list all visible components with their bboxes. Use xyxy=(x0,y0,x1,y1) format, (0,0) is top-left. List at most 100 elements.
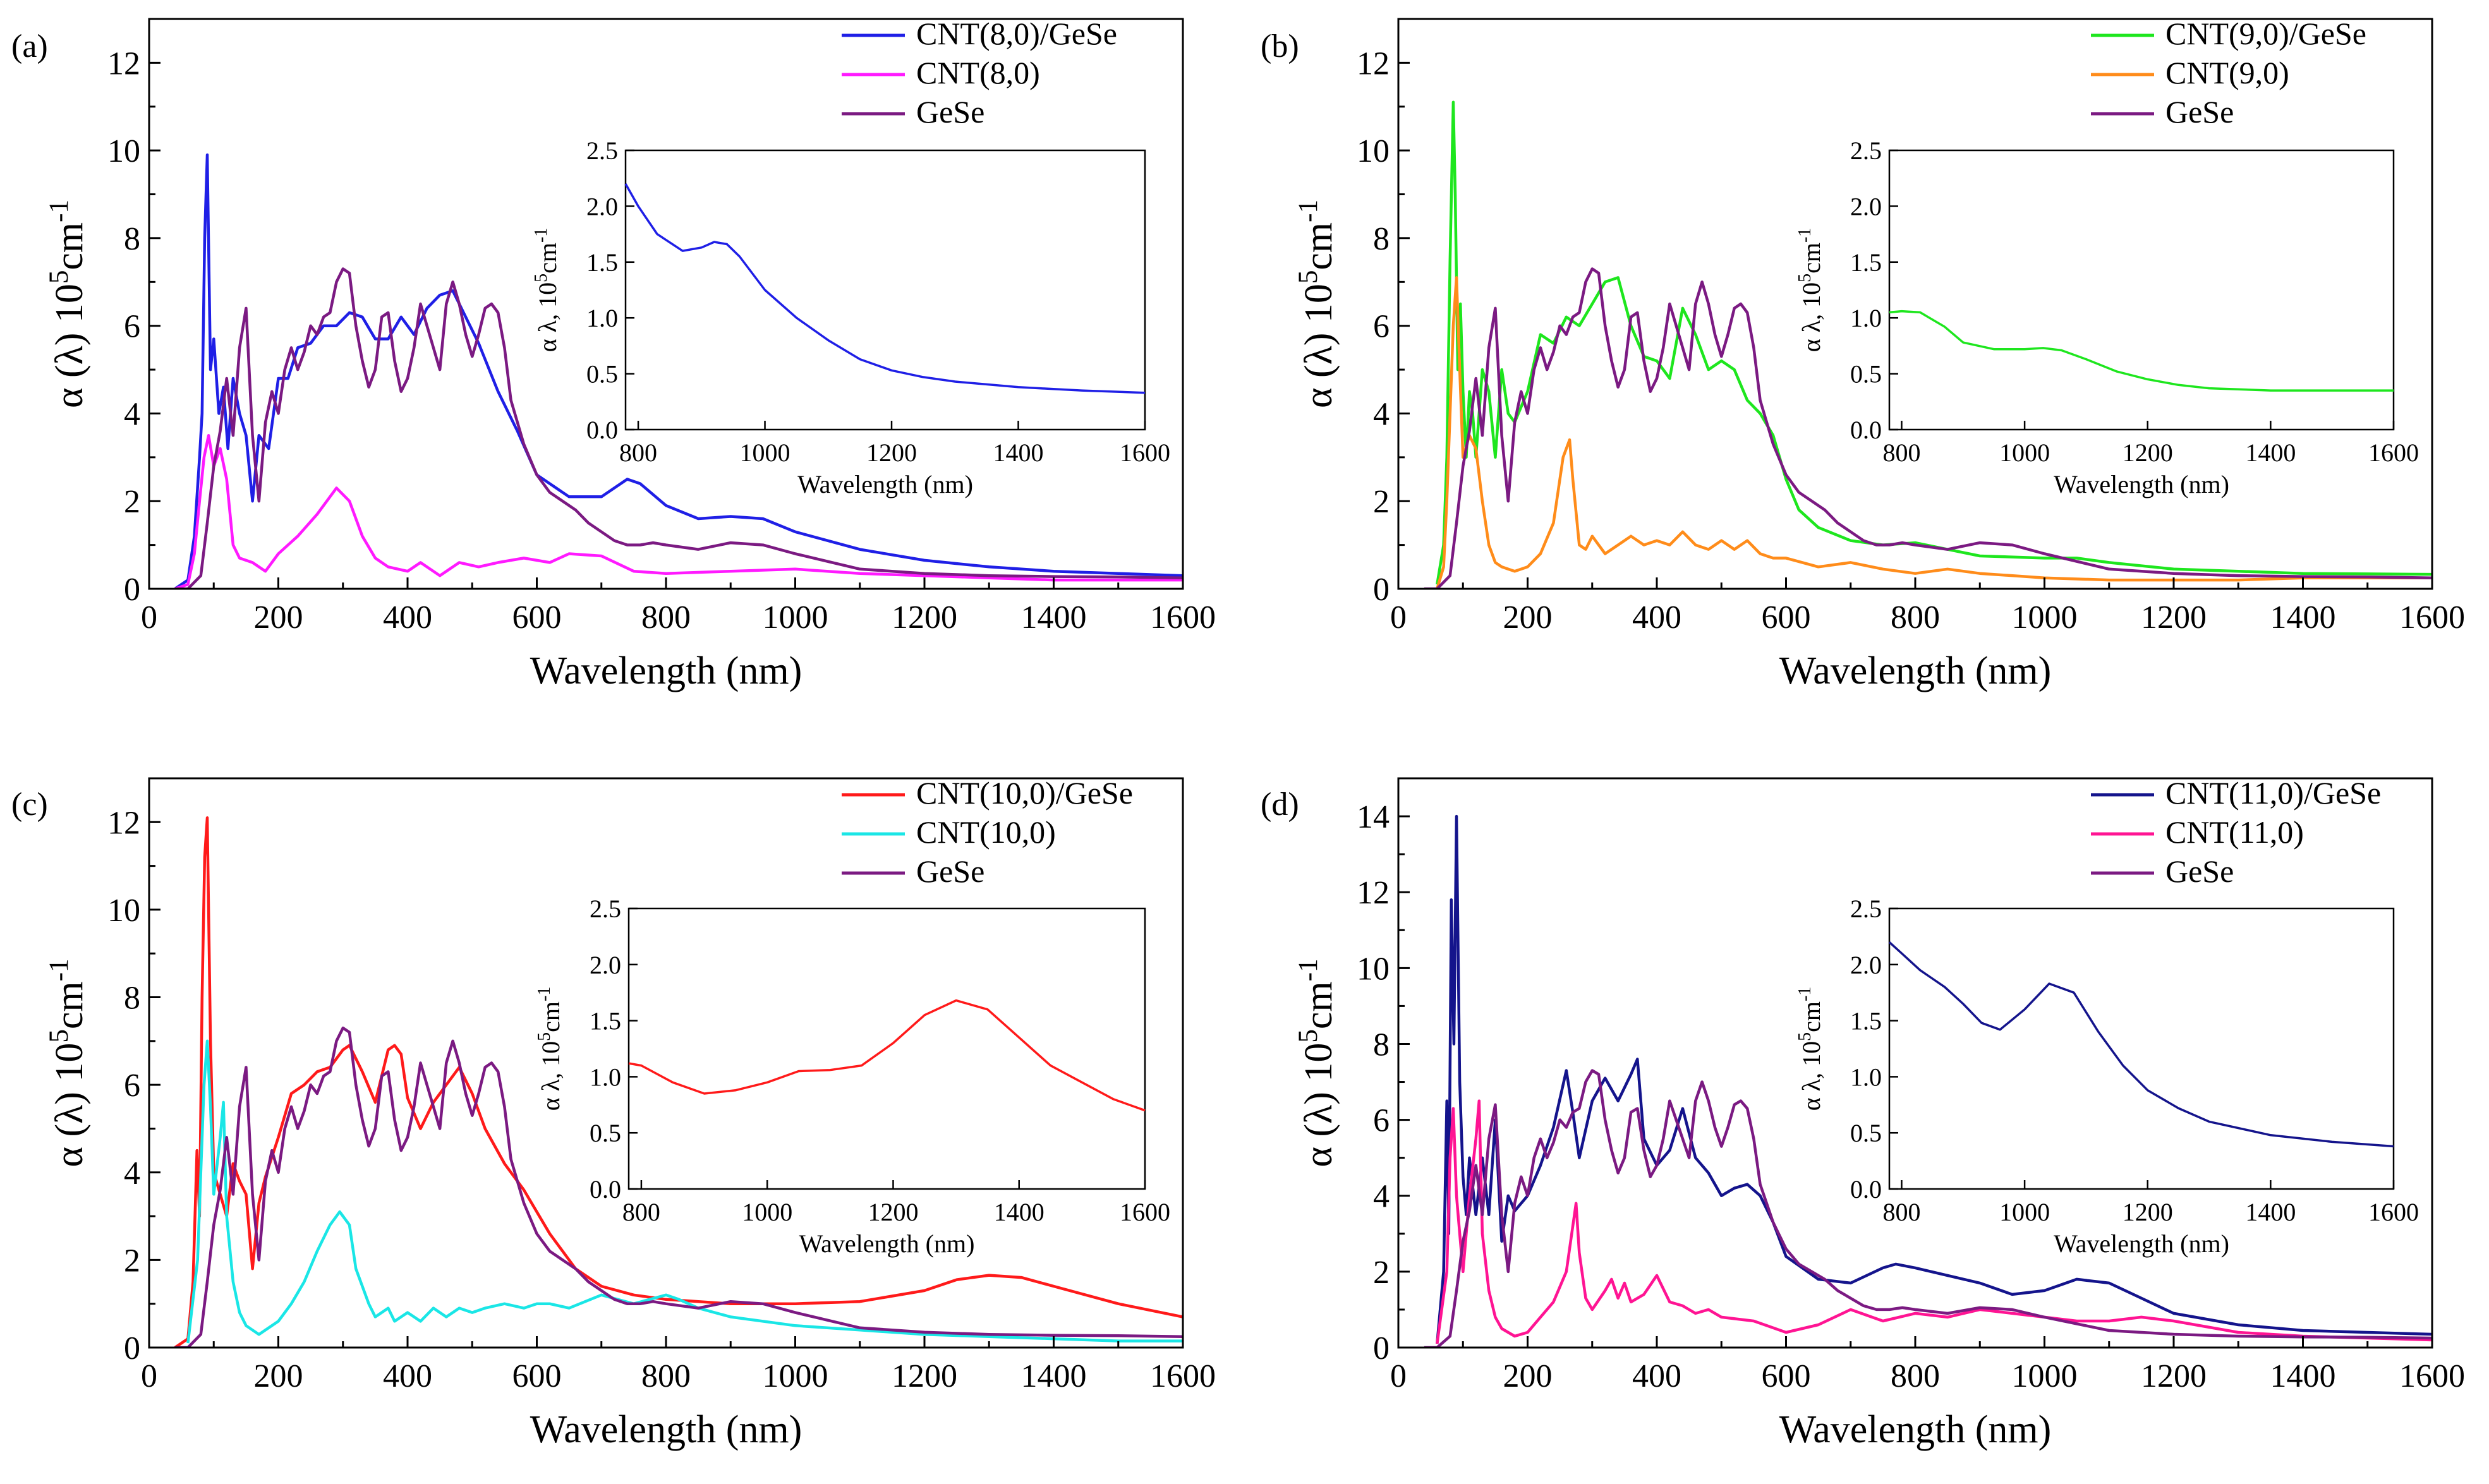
y-axis-title-base: α (λ) 10 xyxy=(48,1043,91,1167)
y-tick-label: 0 xyxy=(1373,572,1390,608)
inset-x-tick-label: 800 xyxy=(622,1198,660,1226)
y-tick-label: 4 xyxy=(124,396,140,432)
y-tick-label: 8 xyxy=(124,221,140,257)
legend-label: GeSe xyxy=(2165,854,2234,889)
inset-x-tick-label: 1600 xyxy=(2368,1198,2419,1226)
series-group xyxy=(1424,814,2432,1348)
inset-x-tick-label: 1000 xyxy=(742,1198,792,1226)
inset-x-tick-label: 1200 xyxy=(866,438,917,467)
inset-frame xyxy=(624,149,1146,431)
x-tick-label: 200 xyxy=(254,600,303,636)
inset-y-tick-label: 2.5 xyxy=(1850,895,1882,923)
inset-y-tick-label: 0.0 xyxy=(586,416,618,444)
legend-label: CNT(11,0)/GeSe xyxy=(2165,775,2381,811)
inset-y-tick-label: 1.5 xyxy=(1850,1007,1882,1035)
inset-y-tick-label: 2.0 xyxy=(590,951,621,979)
y-tick-label: 10 xyxy=(1357,951,1390,987)
series-line-gese xyxy=(1424,267,2432,589)
legend-label: CNT(9,0)/GeSe xyxy=(2165,16,2366,51)
series-line-gese xyxy=(1424,1069,2432,1348)
x-tick-label: 600 xyxy=(512,1358,562,1394)
x-tick-label: 1200 xyxy=(2141,1358,2207,1394)
legend-label: GeSe xyxy=(916,94,984,130)
inset-frame xyxy=(1888,149,2395,431)
inset-x-axis-title: Wavelength (nm) xyxy=(799,1229,975,1258)
x-tick-label: 1200 xyxy=(892,1358,957,1394)
series-group xyxy=(174,816,1183,1348)
inset-x-tick-label: 1000 xyxy=(1999,1198,2050,1226)
series-line-gese xyxy=(174,267,1183,589)
y-axis-title-base: α (λ) 10 xyxy=(1297,284,1340,408)
inset-chart: 800 1000 1200 1400 1600 0.0 0.5 1.0 1.5 2.0 2.5 Wav… xyxy=(531,136,1171,498)
x-axis-title: Wavelength (nm) xyxy=(1779,649,2052,692)
inset-y-axis-title-sup2: -1 xyxy=(535,987,554,1001)
inset-y-tick-label: 1.0 xyxy=(590,1063,621,1091)
inset-y-axis-title-base: α λ, 10 xyxy=(533,282,562,352)
inset-chart: 800 1000 1200 1400 1600 0.0 0.5 1.0 1.5 2.0 2.5 Wav… xyxy=(535,895,1171,1258)
inset-y-tick-label: 0.5 xyxy=(586,360,618,389)
x-tick-label: 200 xyxy=(1503,1358,1553,1394)
inset-y-tick-label: 0.5 xyxy=(1850,1119,1882,1147)
inset-x-tick-label: 1200 xyxy=(868,1198,918,1226)
inset-series-line xyxy=(624,183,1146,394)
inset-y-axis-title-sup1: 5 xyxy=(1795,274,1815,282)
inset-y-axis-title-sup1: 5 xyxy=(531,274,551,282)
x-tick-label: 1200 xyxy=(892,600,957,636)
y-tick-label: 10 xyxy=(107,893,140,929)
inset-x-tick-label: 1400 xyxy=(2245,438,2296,467)
inset-x-tick-label: 800 xyxy=(1882,438,1920,467)
inset-x-axis-title: Wavelength (nm) xyxy=(2054,470,2229,498)
inset-y-tick-label: 1.0 xyxy=(1850,304,1882,332)
inset-x-tick-label: 1400 xyxy=(994,1198,1045,1226)
x-tick-label: 1000 xyxy=(2012,600,2078,636)
inset-frame xyxy=(1888,907,2395,1190)
inset-y-tick-label: 2.5 xyxy=(590,895,621,923)
inset-y-tick-label: 1.5 xyxy=(586,248,618,277)
inset-series-line xyxy=(1889,310,2394,392)
legend-label: CNT(11,0) xyxy=(2165,814,2304,850)
inset-y-tick-label: 1.5 xyxy=(1850,248,1882,277)
inset-y-tick-label: 1.0 xyxy=(586,304,618,332)
inset-y-axis-title-sup2: -1 xyxy=(1795,987,1815,1001)
x-tick-label: 800 xyxy=(641,1358,691,1394)
x-tick-label: 1400 xyxy=(1021,1358,1087,1394)
y-axis-title-sup1: 5 xyxy=(44,270,74,284)
inset-y-tick-label: 2.5 xyxy=(586,136,618,165)
x-tick-label: 1000 xyxy=(2012,1358,2078,1394)
y-tick-label: 12 xyxy=(107,805,140,841)
y-axis-title-sup1: 5 xyxy=(1293,1029,1323,1043)
x-tick-label: 0 xyxy=(141,1358,157,1394)
x-tick-label: 800 xyxy=(1891,600,1940,636)
inset-x-tick-label: 1200 xyxy=(2123,438,2173,467)
y-tick-label: 0 xyxy=(124,1330,140,1366)
x-axis-title: Wavelength (nm) xyxy=(530,649,802,692)
y-tick-label: 12 xyxy=(107,45,140,81)
legend: CNT(9,0)/GeSe CNT(9,0) GeSe xyxy=(2091,16,2366,130)
legend-label: CNT(10,0)/GeSe xyxy=(916,775,1133,811)
inset-y-tick-label: 1.5 xyxy=(590,1007,621,1035)
inset-x-tick-label: 1600 xyxy=(2368,438,2419,467)
x-tick-label: 1600 xyxy=(1150,600,1216,636)
legend: CNT(8,0)/GeSe CNT(8,0) GeSe xyxy=(842,16,1117,130)
legend-label: CNT(10,0) xyxy=(916,814,1056,850)
x-tick-label: 1000 xyxy=(763,1358,828,1394)
inset-y-axis-title-sup1: 5 xyxy=(1795,1032,1815,1041)
series-group xyxy=(174,153,1183,589)
panel-label: (c) xyxy=(11,787,48,823)
x-tick-label: 0 xyxy=(1390,600,1407,636)
y-tick-label: 8 xyxy=(1373,1027,1390,1063)
x-tick-label: 400 xyxy=(383,600,432,636)
inset-y-tick-label: 2.0 xyxy=(1850,192,1882,220)
inset-y-tick-label: 0.5 xyxy=(1850,360,1882,389)
x-tick-label: 800 xyxy=(1891,1358,1940,1394)
x-tick-label: 400 xyxy=(383,1358,432,1394)
inset-y-axis-title-mid: cm xyxy=(1797,1001,1826,1032)
y-axis-title-sup1: 5 xyxy=(1293,270,1323,284)
inset-y-axis-title: α λ, 105cm-1 xyxy=(1795,228,1826,353)
inset-series-line xyxy=(628,999,1146,1112)
inset-x-tick-label: 1000 xyxy=(1999,438,2050,467)
y-tick-label: 4 xyxy=(124,1155,140,1191)
y-tick-label: 4 xyxy=(1373,1179,1390,1215)
y-axis-title-sup1: 5 xyxy=(44,1029,74,1043)
